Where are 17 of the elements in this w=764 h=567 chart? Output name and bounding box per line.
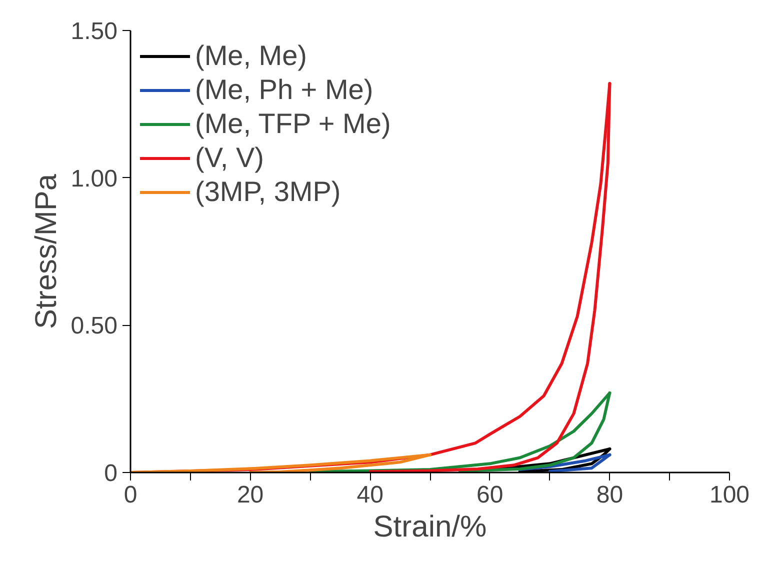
y-axis-title: Stress/MPa [30, 174, 63, 330]
legend-label: (V, V) [195, 142, 264, 174]
legend-label: (Me, Me) [195, 40, 307, 72]
legend-label: (Me, Ph + Me) [195, 74, 374, 106]
x-tick-label: 0 [124, 482, 138, 508]
x-tick-label: 80 [596, 482, 624, 508]
y-tick-label: 1.00 [70, 165, 118, 192]
y-tick-label: 1.50 [70, 18, 118, 45]
legend-label: (3MP, 3MP) [195, 176, 341, 208]
y-tick-label: 0 [104, 460, 118, 487]
x-tick-label: 100 [709, 482, 750, 508]
legend-label: (Me, TFP + Me) [195, 108, 391, 140]
x-axis-title: Strain/% [373, 510, 487, 544]
y-tick-label: 0.50 [70, 312, 118, 340]
x-tick-label: 40 [356, 482, 384, 508]
x-tick-label: 60 [476, 482, 504, 508]
x-tick-label: 20 [236, 482, 264, 508]
